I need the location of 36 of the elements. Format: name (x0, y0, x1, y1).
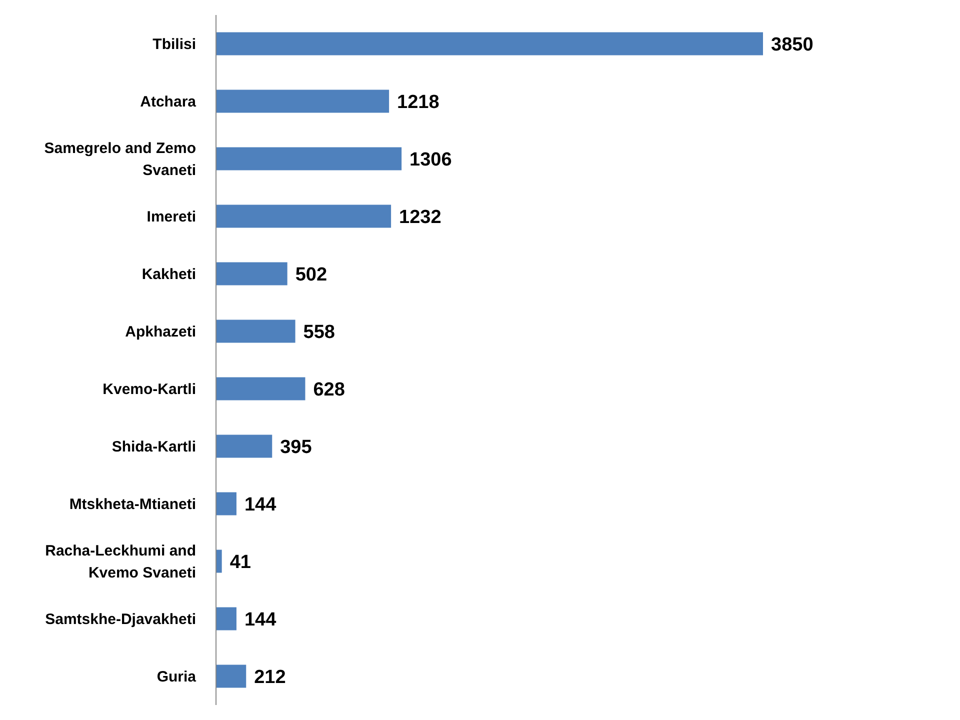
bar (216, 607, 236, 630)
bar (216, 32, 763, 56)
y-tick-label: Guria (156, 668, 197, 686)
bar (216, 492, 236, 516)
y-tick-label: Shida-Kartli (112, 438, 196, 456)
y-tick-label: Racha-Leckhumi and Kvemo Svaneti (45, 542, 196, 582)
data-label: 502 (295, 264, 328, 286)
bar (216, 204, 392, 228)
y-tick-label: Tbilisi (152, 36, 196, 53)
y-tick-label: Mtskheta-Mtianeti (69, 496, 196, 513)
data-label: 212 (254, 666, 286, 688)
bar (216, 262, 288, 286)
data-label: 144 (244, 494, 277, 516)
bar (216, 90, 390, 113)
data-label: 144 (244, 609, 277, 630)
bar (216, 147, 402, 170)
bar (216, 320, 296, 343)
bar (216, 664, 246, 688)
data-label: 558 (303, 322, 335, 343)
bar (216, 377, 306, 400)
data-label: 41 (230, 552, 252, 573)
y-tick-label: Apkhazeti (125, 324, 196, 340)
y-tick-label: Kvemo-Kartli (102, 381, 196, 398)
y-tick-label: Kakheti (142, 266, 196, 283)
y-tick-label: Samegrelo and Zemo Svaneti (44, 140, 196, 179)
data-label: 1232 (399, 206, 442, 228)
data-label: 628 (313, 379, 345, 400)
data-label: 3850 (771, 34, 814, 56)
data-label: 395 (280, 436, 312, 458)
y-tick-label: Imereti (146, 208, 196, 226)
bar (216, 550, 222, 573)
data-label: 1306 (410, 149, 452, 170)
y-tick-label: Samtskhe-Djavakheti (45, 611, 196, 628)
bar (216, 434, 272, 458)
y-tick-label: Atchara (140, 94, 197, 110)
data-label: 1218 (397, 92, 440, 113)
